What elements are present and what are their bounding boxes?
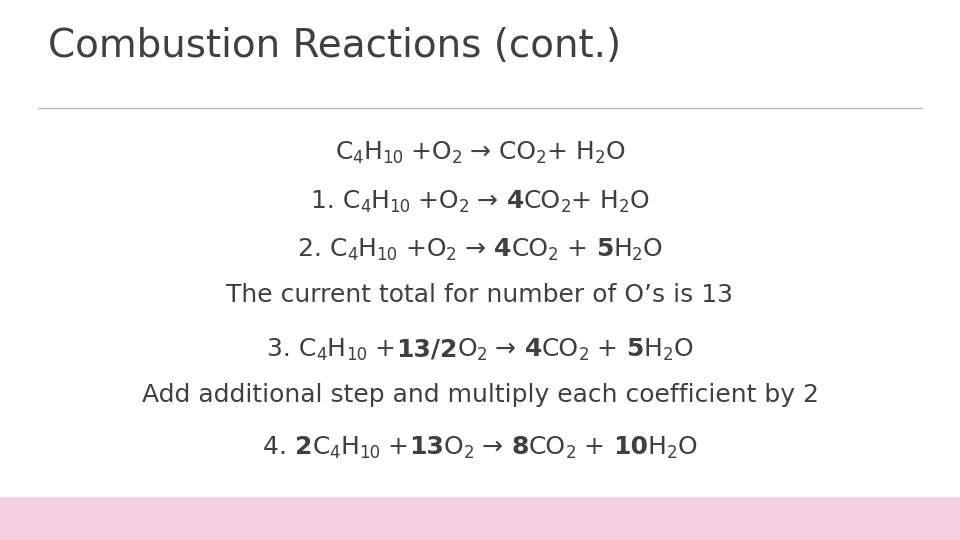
Text: O: O — [605, 140, 625, 164]
Text: 4: 4 — [524, 338, 541, 361]
Text: C: C — [335, 140, 352, 164]
Text: 5: 5 — [626, 338, 644, 361]
Text: CO: CO — [511, 238, 548, 261]
Text: 2: 2 — [548, 246, 559, 265]
Text: 10: 10 — [613, 435, 648, 458]
Text: 13/2: 13/2 — [396, 338, 457, 361]
Text: 10: 10 — [382, 149, 403, 167]
Text: 4: 4 — [360, 198, 371, 216]
Text: +O: +O — [397, 238, 446, 261]
Text: H: H — [371, 189, 389, 213]
Text: 5: 5 — [596, 238, 613, 261]
Text: 2: 2 — [619, 198, 630, 216]
Text: H: H — [613, 238, 632, 261]
Text: O: O — [444, 435, 464, 458]
Text: 2: 2 — [477, 346, 488, 364]
Text: 2: 2 — [579, 346, 589, 364]
Text: +: + — [576, 435, 613, 458]
Text: +O: +O — [410, 189, 459, 213]
Text: → CO: → CO — [462, 140, 537, 164]
Text: Combustion Reactions (cont.): Combustion Reactions (cont.) — [48, 27, 621, 65]
Text: 4: 4 — [329, 443, 340, 462]
Text: O: O — [678, 435, 697, 458]
Text: 4: 4 — [352, 149, 363, 167]
Text: Add additional step and multiply each coefficient by 2: Add additional step and multiply each co… — [141, 383, 819, 407]
Text: H: H — [358, 238, 376, 261]
Text: →: → — [469, 189, 507, 213]
Text: 2: 2 — [446, 246, 457, 265]
Text: O: O — [642, 238, 662, 261]
Text: H: H — [648, 435, 667, 458]
Text: 2: 2 — [632, 246, 642, 265]
Text: 8: 8 — [511, 435, 529, 458]
Text: 10: 10 — [346, 346, 367, 364]
Text: 2: 2 — [594, 149, 605, 167]
Text: 4: 4 — [507, 189, 524, 213]
Text: 2: 2 — [565, 443, 576, 462]
Text: →: → — [488, 338, 524, 361]
Text: 2: 2 — [295, 435, 312, 458]
Text: 2: 2 — [459, 198, 469, 216]
Text: 3. C: 3. C — [267, 338, 317, 361]
Text: H: H — [644, 338, 662, 361]
Text: CO: CO — [529, 435, 565, 458]
Text: CO: CO — [524, 189, 561, 213]
Text: →: → — [457, 238, 493, 261]
Text: 4: 4 — [493, 238, 511, 261]
Text: 4: 4 — [348, 246, 358, 265]
Text: 2: 2 — [662, 346, 673, 364]
Text: 2: 2 — [451, 149, 462, 167]
Text: +: + — [367, 338, 396, 361]
Text: 13: 13 — [409, 435, 444, 458]
Text: The current total for number of O’s is 13: The current total for number of O’s is 1… — [227, 284, 733, 307]
Text: C: C — [312, 435, 329, 458]
Text: O: O — [673, 338, 693, 361]
Text: 2: 2 — [667, 443, 678, 462]
Text: 1. C: 1. C — [311, 189, 360, 213]
Text: 2: 2 — [537, 149, 547, 167]
Text: +: + — [589, 338, 626, 361]
Text: H: H — [363, 140, 382, 164]
Text: H: H — [327, 338, 346, 361]
Text: 2: 2 — [561, 198, 571, 216]
FancyBboxPatch shape — [0, 497, 960, 540]
Text: 10: 10 — [376, 246, 397, 265]
Text: O: O — [630, 189, 649, 213]
Text: O: O — [457, 338, 477, 361]
Text: 2. C: 2. C — [298, 238, 348, 261]
Text: +O: +O — [403, 140, 451, 164]
Text: +: + — [559, 238, 596, 261]
Text: 4.: 4. — [263, 435, 295, 458]
Text: +: + — [380, 435, 409, 458]
Text: + H: + H — [571, 189, 619, 213]
Text: + H: + H — [547, 140, 594, 164]
Text: →: → — [474, 435, 511, 458]
Text: 10: 10 — [359, 443, 380, 462]
Text: H: H — [340, 435, 359, 458]
Text: 10: 10 — [389, 198, 410, 216]
Text: CO: CO — [541, 338, 579, 361]
Text: 4: 4 — [317, 346, 327, 364]
Text: 2: 2 — [464, 443, 474, 462]
